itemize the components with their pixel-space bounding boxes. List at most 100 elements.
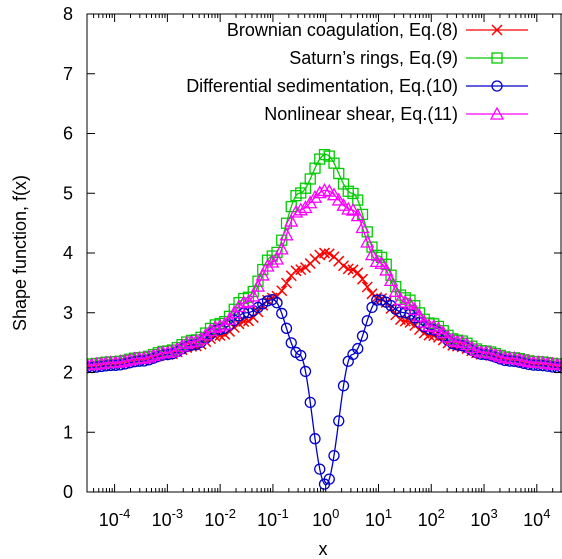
data-point	[318, 247, 331, 259]
x-axis-title: x	[319, 539, 328, 559]
y-tick-label: 5	[63, 183, 73, 203]
data-point	[236, 295, 251, 309]
data-point	[402, 296, 418, 310]
legend-marker	[489, 106, 505, 120]
data-point	[265, 254, 280, 268]
data-point	[284, 213, 299, 227]
data-point	[352, 267, 364, 279]
data-point	[554, 357, 562, 371]
y-tick-label: 3	[63, 303, 73, 323]
data-point	[271, 297, 283, 309]
data-point	[231, 299, 247, 313]
data-point	[304, 396, 316, 409]
data-point	[299, 365, 312, 378]
data-point	[336, 197, 351, 211]
data-point	[317, 183, 332, 197]
data-point	[356, 330, 369, 342]
x-tick-label: 104	[523, 506, 550, 530]
data-point	[388, 283, 403, 297]
data-point	[337, 260, 350, 272]
data-point	[280, 277, 293, 289]
legend-label: Nonlinear shear, Eq.(11)	[264, 104, 458, 124]
data-point	[412, 308, 427, 322]
data-point	[374, 255, 389, 269]
data-point	[269, 251, 285, 265]
data-point	[421, 318, 437, 332]
data-point	[208, 319, 223, 333]
data-point	[379, 262, 394, 276]
plot-frame	[86, 13, 562, 493]
data-point	[352, 194, 364, 206]
legend-marker	[491, 24, 503, 36]
data-point	[478, 344, 494, 358]
data-point	[350, 208, 365, 222]
axes: 0 1 2 3 4 5 6 7 8 10-4 10-3 10-2 10-1 100 101 102 103 104	[63, 4, 562, 530]
data-point	[540, 355, 555, 369]
data-point	[407, 301, 422, 315]
data-point	[307, 189, 323, 203]
y-tick-label: 8	[63, 4, 73, 24]
data-point	[366, 288, 378, 300]
data-point	[189, 333, 204, 347]
data-point	[151, 346, 166, 360]
data-point	[227, 305, 242, 319]
x-tick-label: 10-2	[204, 506, 236, 530]
data-point	[274, 241, 289, 255]
data-point	[352, 342, 364, 355]
series-4	[87, 183, 562, 371]
data-point	[323, 473, 335, 485]
x-tick-label: 10-3	[152, 506, 184, 530]
data-point	[364, 247, 380, 261]
y-tick-label: 1	[63, 422, 73, 442]
data-point	[337, 380, 350, 392]
data-point	[198, 327, 213, 341]
data-point	[141, 349, 156, 363]
legend-marker	[491, 80, 503, 92]
data-point	[113, 354, 128, 368]
data-point	[179, 335, 194, 349]
data-point	[361, 281, 373, 293]
data-point	[212, 318, 228, 332]
x-tick-label: 10-4	[99, 506, 131, 530]
data-point	[279, 227, 294, 241]
y-tick-label: 0	[63, 482, 73, 502]
data-point	[360, 234, 375, 248]
legend-label: Differential sedimentation, Eq.(10)	[186, 76, 458, 96]
data-point	[174, 338, 190, 352]
data-point	[333, 415, 345, 427]
data-point	[122, 352, 137, 366]
data-point	[255, 267, 270, 281]
y-tick-label: 6	[63, 124, 73, 144]
data-point	[276, 307, 288, 320]
legend-label: Brownian coagulation, Eq.(8)	[227, 20, 458, 40]
data-point	[356, 273, 369, 285]
data-point	[271, 246, 283, 259]
data-point	[298, 200, 313, 214]
x-tick-label: 10-1	[257, 506, 289, 530]
data-point	[328, 449, 340, 462]
data-point	[246, 288, 261, 302]
data-point	[136, 350, 152, 364]
y-tick-label: 4	[63, 243, 73, 263]
data-point	[355, 220, 370, 234]
data-point	[146, 348, 161, 362]
legend-marker	[491, 52, 503, 64]
data-point	[295, 349, 307, 362]
data-point	[345, 202, 361, 216]
x-tick-label: 101	[365, 506, 392, 530]
y-tick-label: 2	[63, 363, 73, 383]
data-point	[436, 325, 451, 339]
legend-label: Saturn’s rings, Eq.(9)	[289, 48, 458, 68]
data-point	[250, 278, 266, 292]
data-point	[314, 463, 326, 475]
data-point	[288, 204, 304, 218]
data-point	[521, 354, 536, 368]
data-point	[312, 185, 327, 199]
data-point	[323, 248, 335, 260]
data-point	[383, 273, 399, 287]
data-point	[293, 202, 308, 216]
y-tick-label: 7	[63, 64, 73, 84]
data-point	[222, 311, 237, 325]
